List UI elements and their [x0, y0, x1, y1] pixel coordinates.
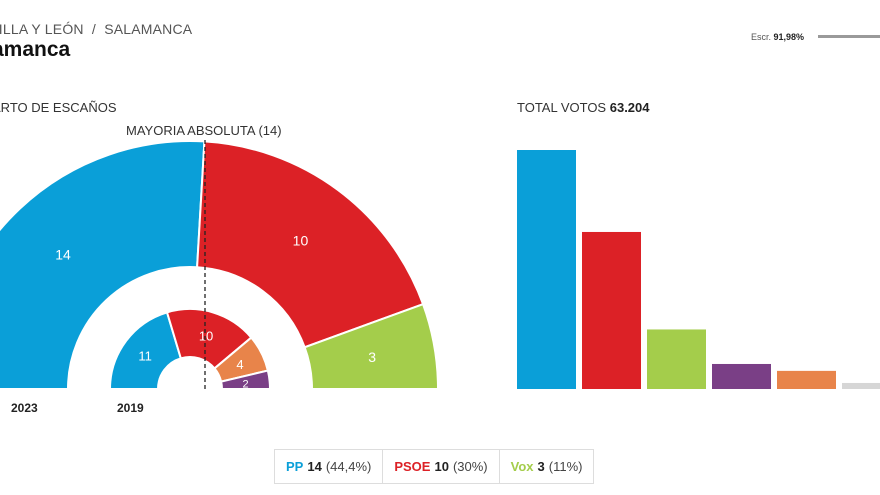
vote-bar-pp[interactable] [517, 150, 576, 389]
legend-item-pp[interactable]: PP 14 (44,4%) [275, 450, 384, 483]
breadcrumb: TILLA Y LEÓN / SALAMANCA [0, 21, 192, 37]
majority-label: MAYORIA ABSOLUTA (14) [126, 123, 282, 138]
hemicycle-seat-label: 14 [55, 246, 71, 262]
vote-bar-other-4[interactable] [777, 370, 836, 389]
legend-pct: (11%) [548, 459, 583, 474]
seats-chart-title: ARTO DE ESCAÑOS [0, 100, 117, 115]
hemicycle-slice-2019-pp[interactable] [108, 311, 183, 390]
legend-item-psoe[interactable]: PSOE 10 (30%) [383, 450, 500, 483]
vote-bar-other-5[interactable] [842, 382, 880, 389]
legend-item-vox[interactable]: Vox 3 (11%) [500, 450, 594, 483]
legend-pct: (30%) [452, 459, 488, 474]
vote-bar-psoe[interactable] [582, 231, 641, 389]
breadcrumb-region[interactable]: TILLA Y LEÓN [0, 21, 84, 37]
legend-party: Vox [510, 459, 534, 474]
legend-seats: 14 [307, 459, 322, 474]
hemicycle-slice-2023-pp[interactable] [0, 140, 206, 390]
scrutiny-bar [818, 35, 880, 38]
hemicycle-slice-2019-other-3[interactable] [219, 369, 272, 390]
seats-legend: PP 14 (44,4%) PSOE 10 (30%) Vox 3 (11%) [274, 449, 595, 484]
page-title: amanca [0, 38, 71, 61]
hemicycle-seat-label: 3 [368, 349, 376, 365]
hemicycle-2019-ring [108, 308, 272, 390]
hemicycle-seat-label: 11 [138, 349, 152, 364]
legend-party: PSOE [394, 459, 431, 474]
votes-title-value: 63.204 [609, 100, 650, 115]
legend-seats: 3 [537, 459, 545, 474]
hemicycle-seat-label: 10 [199, 328, 213, 343]
legend-pct: (44,4%) [325, 459, 372, 474]
hemicycle-slice-2023-vox[interactable] [303, 302, 440, 390]
scrutiny-readout: Escr. 91,98% [751, 32, 804, 42]
votes-title-prefix: TOTAL VOTOS [517, 100, 607, 115]
hemicycle-seat-label: 4 [236, 357, 243, 372]
hemicycle-seat-labels: 14 10 3 11 10 42 [55, 233, 376, 391]
votes-chart-title: TOTAL VOTOS 63.204 [517, 100, 650, 115]
hemicycle-slice-2019-psoe[interactable] [165, 308, 253, 370]
legend-party: PP [286, 459, 304, 474]
ring-year-2019: 2019 [117, 401, 144, 415]
ring-year-2023: 2023 [11, 401, 38, 415]
legend-seats: 10 [434, 459, 449, 474]
hemicycle-seat-label: 2 [243, 378, 249, 390]
vote-bar-other-3[interactable] [712, 363, 771, 389]
vote-bar-vox[interactable] [647, 329, 706, 389]
breadcrumb-separator: / [91, 21, 96, 37]
scrutiny-label: Escr. [751, 32, 772, 42]
scrutiny-value: 91,98% [773, 32, 805, 42]
breadcrumb-city[interactable]: SALAMANCA [104, 21, 193, 37]
hemicycle-slice-2023-psoe[interactable] [196, 140, 425, 349]
hemicycle-seat-label: 10 [293, 233, 309, 249]
